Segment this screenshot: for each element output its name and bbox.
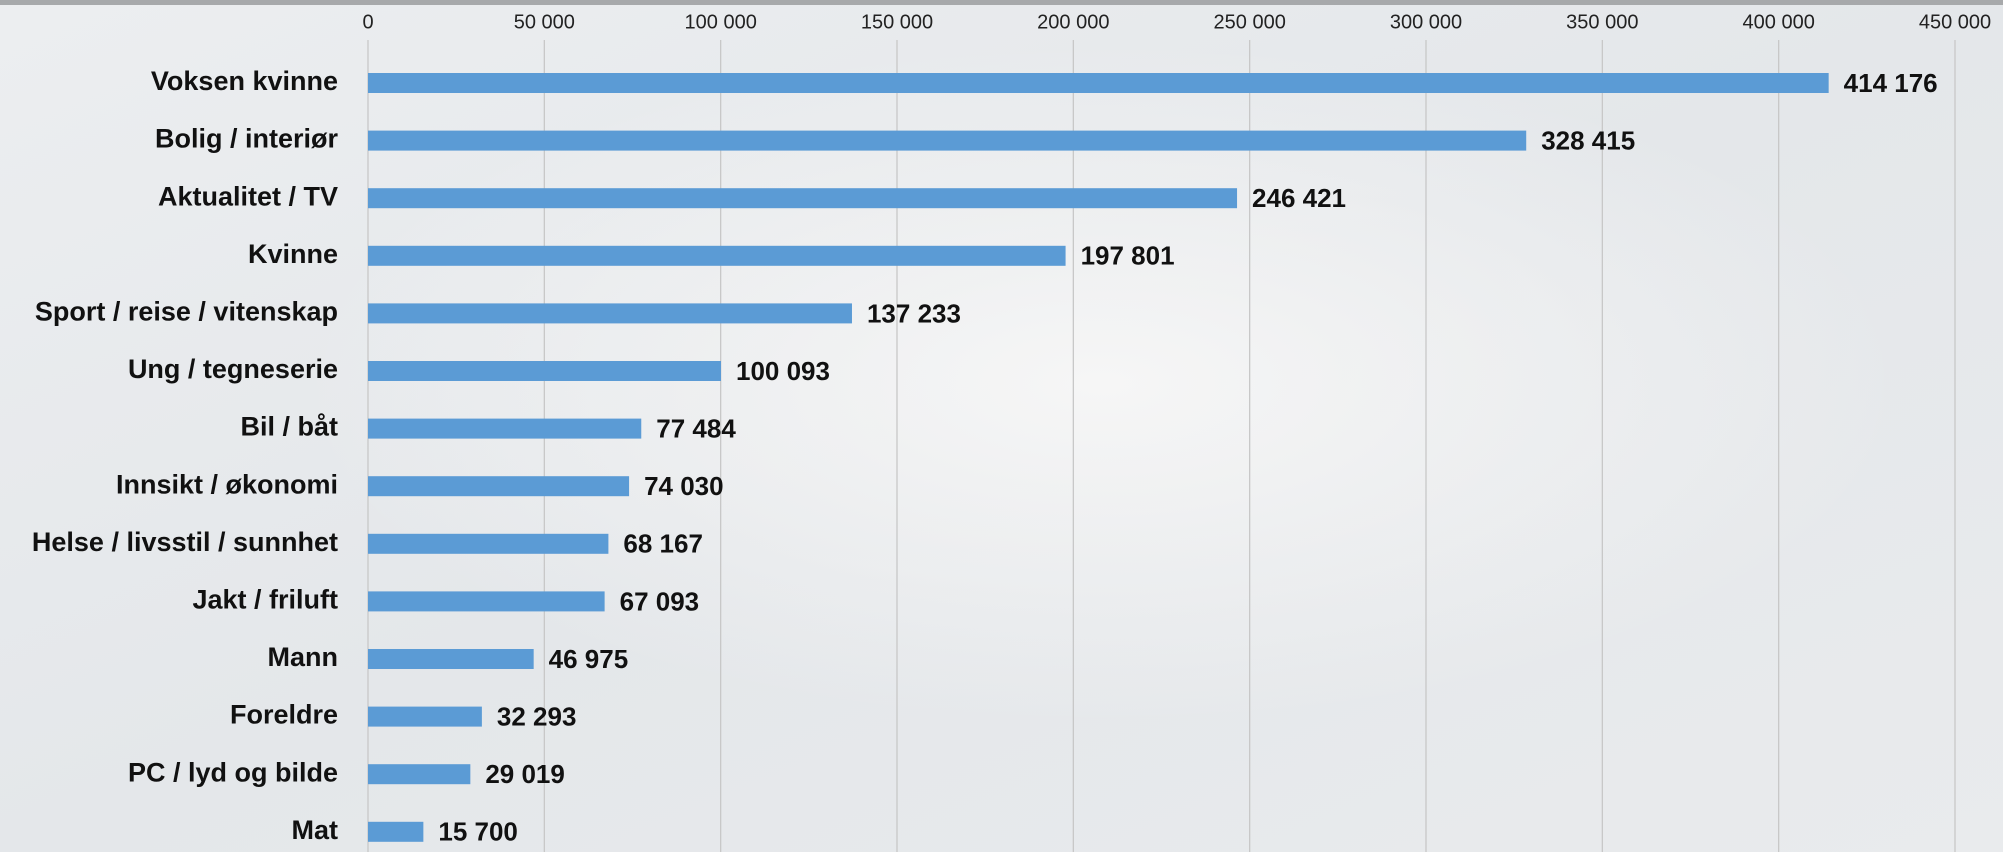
value-label: 137 233 [867,298,961,328]
x-tick-label: 150 000 [861,11,933,33]
category-label: Foreldre [230,700,338,730]
value-label: 197 801 [1081,241,1175,271]
bar [368,303,852,324]
value-label: 100 093 [736,356,830,386]
bar [368,73,1829,93]
category-label: Mat [292,815,339,845]
x-tick-label: 250 000 [1214,11,1286,33]
category-label: Aktualitet / TV [158,181,338,211]
value-label: 246 421 [1252,183,1346,213]
category-label: Bil / båt [240,412,338,442]
category-label: PC / lyd og bilde [128,757,338,787]
x-tick-label: 300 000 [1390,11,1462,33]
x-tick-label: 350 000 [1566,11,1638,33]
bar [368,361,721,381]
value-label: 74 030 [644,471,724,501]
value-label: 414 176 [1844,68,1938,98]
bar [368,649,534,669]
x-tick-label: 0 [362,11,373,33]
category-label: Innsikt / økonomi [116,469,338,499]
bar [368,821,424,842]
bar [368,245,1066,266]
bar [368,706,482,727]
x-tick-label: 50 000 [514,11,575,33]
value-label: 46 975 [549,644,629,674]
value-label: 77 484 [656,413,736,443]
x-tick-label: 100 000 [685,11,757,33]
x-tick-label: 450 000 [1919,11,1991,33]
value-label: 68 167 [623,529,703,559]
category-label: Mann [268,642,339,672]
bar [368,764,471,785]
value-label: 29 019 [485,759,565,789]
x-tick-label: 400 000 [1743,11,1815,33]
bar [368,130,1527,151]
category-label: Kvinne [248,239,338,269]
bar [368,188,1238,209]
value-label: 15 700 [438,817,518,847]
category-label: Bolig / interiør [155,124,338,154]
bar [368,476,630,497]
bar [368,591,605,612]
bar [368,533,609,554]
top-strip [0,0,2003,5]
x-tick-label: 200 000 [1037,11,1109,33]
category-label: Sport / reise / vitenskap [35,297,338,327]
bar [368,418,642,439]
category-label: Voksen kvinne [151,66,338,96]
category-label: Jakt / friluft [192,585,338,615]
category-label: Ung / tegneserie [128,354,338,384]
value-label: 32 293 [497,701,577,731]
category-label: Helse / livsstil / sunnhet [32,527,338,557]
value-label: 328 415 [1541,125,1635,155]
value-label: 67 093 [620,586,700,616]
